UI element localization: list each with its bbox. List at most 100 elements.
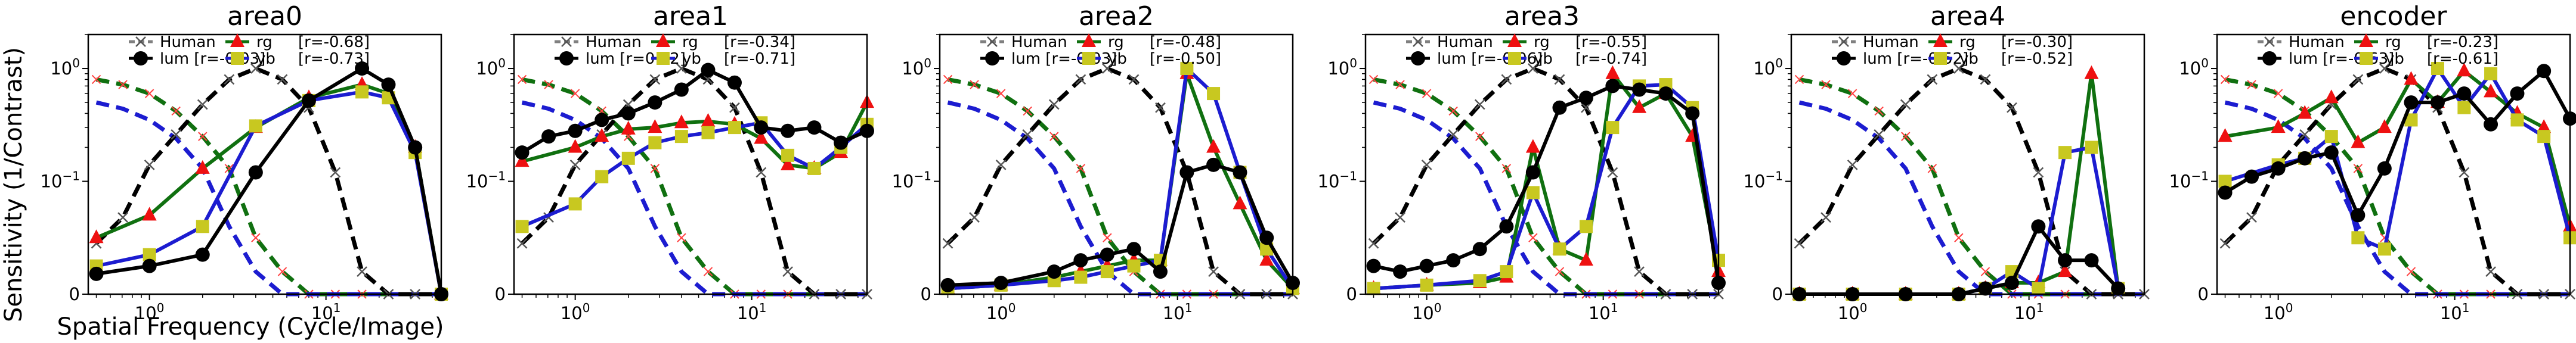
- legend-label: Human: [1863, 33, 1919, 51]
- data-point: [1500, 265, 1513, 279]
- data-point: [1023, 106, 1032, 116]
- data-point: [1207, 87, 1221, 101]
- data-point: [1180, 62, 1194, 76]
- data-point: [249, 119, 262, 133]
- data-point: [1395, 80, 1405, 89]
- y-tick-label: 100: [2179, 56, 2209, 79]
- legend-r-value: [r=-0.34]: [724, 33, 795, 51]
- series-line: [1373, 71, 1720, 291]
- series-line: [521, 68, 868, 154]
- legend-r-value: [r=-0.48]: [1150, 33, 1221, 51]
- series-line: [948, 71, 1295, 291]
- data-point: [1472, 242, 1487, 257]
- data-point: [834, 135, 849, 150]
- data-point: [1368, 238, 1379, 249]
- series-rg: [940, 65, 1300, 294]
- y-tick-label: 100: [476, 56, 506, 79]
- chart-title: area4: [1930, 1, 2005, 32]
- data-point: [2457, 86, 2472, 101]
- data-point: [355, 61, 370, 76]
- series-lum: [89, 61, 448, 301]
- legend-label: lum [r=-0.52]: [1863, 50, 1968, 68]
- data-point: [142, 258, 157, 273]
- legend-entry-yb: yb [r=-0.71]: [651, 50, 795, 68]
- legend-r-value: [r=-0.52]: [2001, 50, 2073, 68]
- chart-title: area0: [227, 1, 302, 32]
- data-point: [595, 128, 609, 142]
- data-point: [144, 159, 155, 170]
- legend-r-value: [r=-0.30]: [2001, 33, 2073, 51]
- data-point: [142, 207, 157, 221]
- data-point: [2457, 101, 2471, 114]
- data-point: [1821, 80, 1831, 89]
- legend-label: yb: [682, 50, 701, 68]
- data-point: [569, 159, 581, 170]
- legend-label: yb: [1959, 50, 1979, 68]
- x-tick-label: 100: [986, 301, 1016, 323]
- data-point: [2218, 128, 2233, 142]
- data-point: [674, 130, 688, 144]
- data-point: [701, 63, 716, 77]
- x-tick-label: 100: [1412, 301, 1442, 323]
- data-point: [2404, 113, 2418, 127]
- legend-r-value: [r=-0.55]: [1575, 33, 1647, 51]
- data-point: [756, 167, 767, 178]
- data-point: [2246, 212, 2257, 223]
- legend-entry-human: Human: [555, 33, 642, 51]
- series-blue_dashed: [95, 100, 441, 297]
- y-tick-label: 10−1: [2169, 169, 2209, 192]
- legend-entry-yb: yb [r=-0.52]: [1928, 50, 2073, 68]
- data-point: [2273, 89, 2283, 98]
- data-point: [251, 233, 261, 242]
- data-point: [943, 74, 953, 85]
- data-point: [515, 153, 530, 167]
- data-point: [996, 89, 1006, 98]
- data-point: [1794, 74, 1804, 85]
- data-point: [2431, 62, 2444, 76]
- data-point: [781, 148, 795, 162]
- data-point: [1525, 165, 1540, 180]
- legend-entry-yb: yb [r=-0.61]: [2354, 50, 2498, 68]
- data-point: [224, 74, 235, 85]
- data-point: [1900, 99, 1911, 110]
- data-point: [2484, 83, 2498, 98]
- data-point: [2459, 167, 2470, 178]
- legend-r-value: [r=-0.23]: [2427, 33, 2498, 51]
- data-point: [2299, 129, 2311, 140]
- data-point: [2484, 67, 2498, 80]
- data-point: [2031, 219, 2046, 234]
- data-point: [89, 266, 104, 281]
- y-tick-label: 100: [902, 56, 931, 79]
- y-tick-label: 100: [1327, 56, 1357, 79]
- data-point: [1128, 74, 1140, 85]
- data-point: [2457, 63, 2472, 77]
- data-point: [1605, 65, 1620, 79]
- legend-label: lum [r=-0.06]: [1437, 50, 1543, 68]
- data-point: [1579, 220, 1593, 233]
- data-point: [91, 74, 101, 85]
- legend-entry-yb: yb [r=-0.74]: [1503, 50, 1647, 68]
- data-point: [118, 80, 128, 89]
- data-point: [2111, 281, 2126, 296]
- data-point: [2298, 151, 2312, 166]
- series-line: [95, 100, 441, 297]
- series-line: [1373, 83, 1720, 291]
- data-point: [1685, 106, 1700, 121]
- data-point: [2537, 64, 2552, 79]
- data-point: [970, 80, 979, 89]
- data-point: [2353, 164, 2363, 173]
- data-point: [1525, 139, 1540, 153]
- data-point: [2085, 141, 2098, 154]
- data-point: [1073, 253, 1088, 268]
- data-point: [1555, 267, 1565, 276]
- series-line: [521, 66, 867, 297]
- legend-entry-human: Human: [980, 33, 1067, 51]
- legend-entry-yb: yb [r=-0.50]: [1077, 50, 1221, 68]
- legend-entry-rg: rg [r=-0.23]: [2354, 33, 2498, 51]
- data-point: [648, 95, 662, 110]
- series-blue_dashed: [1798, 100, 2144, 297]
